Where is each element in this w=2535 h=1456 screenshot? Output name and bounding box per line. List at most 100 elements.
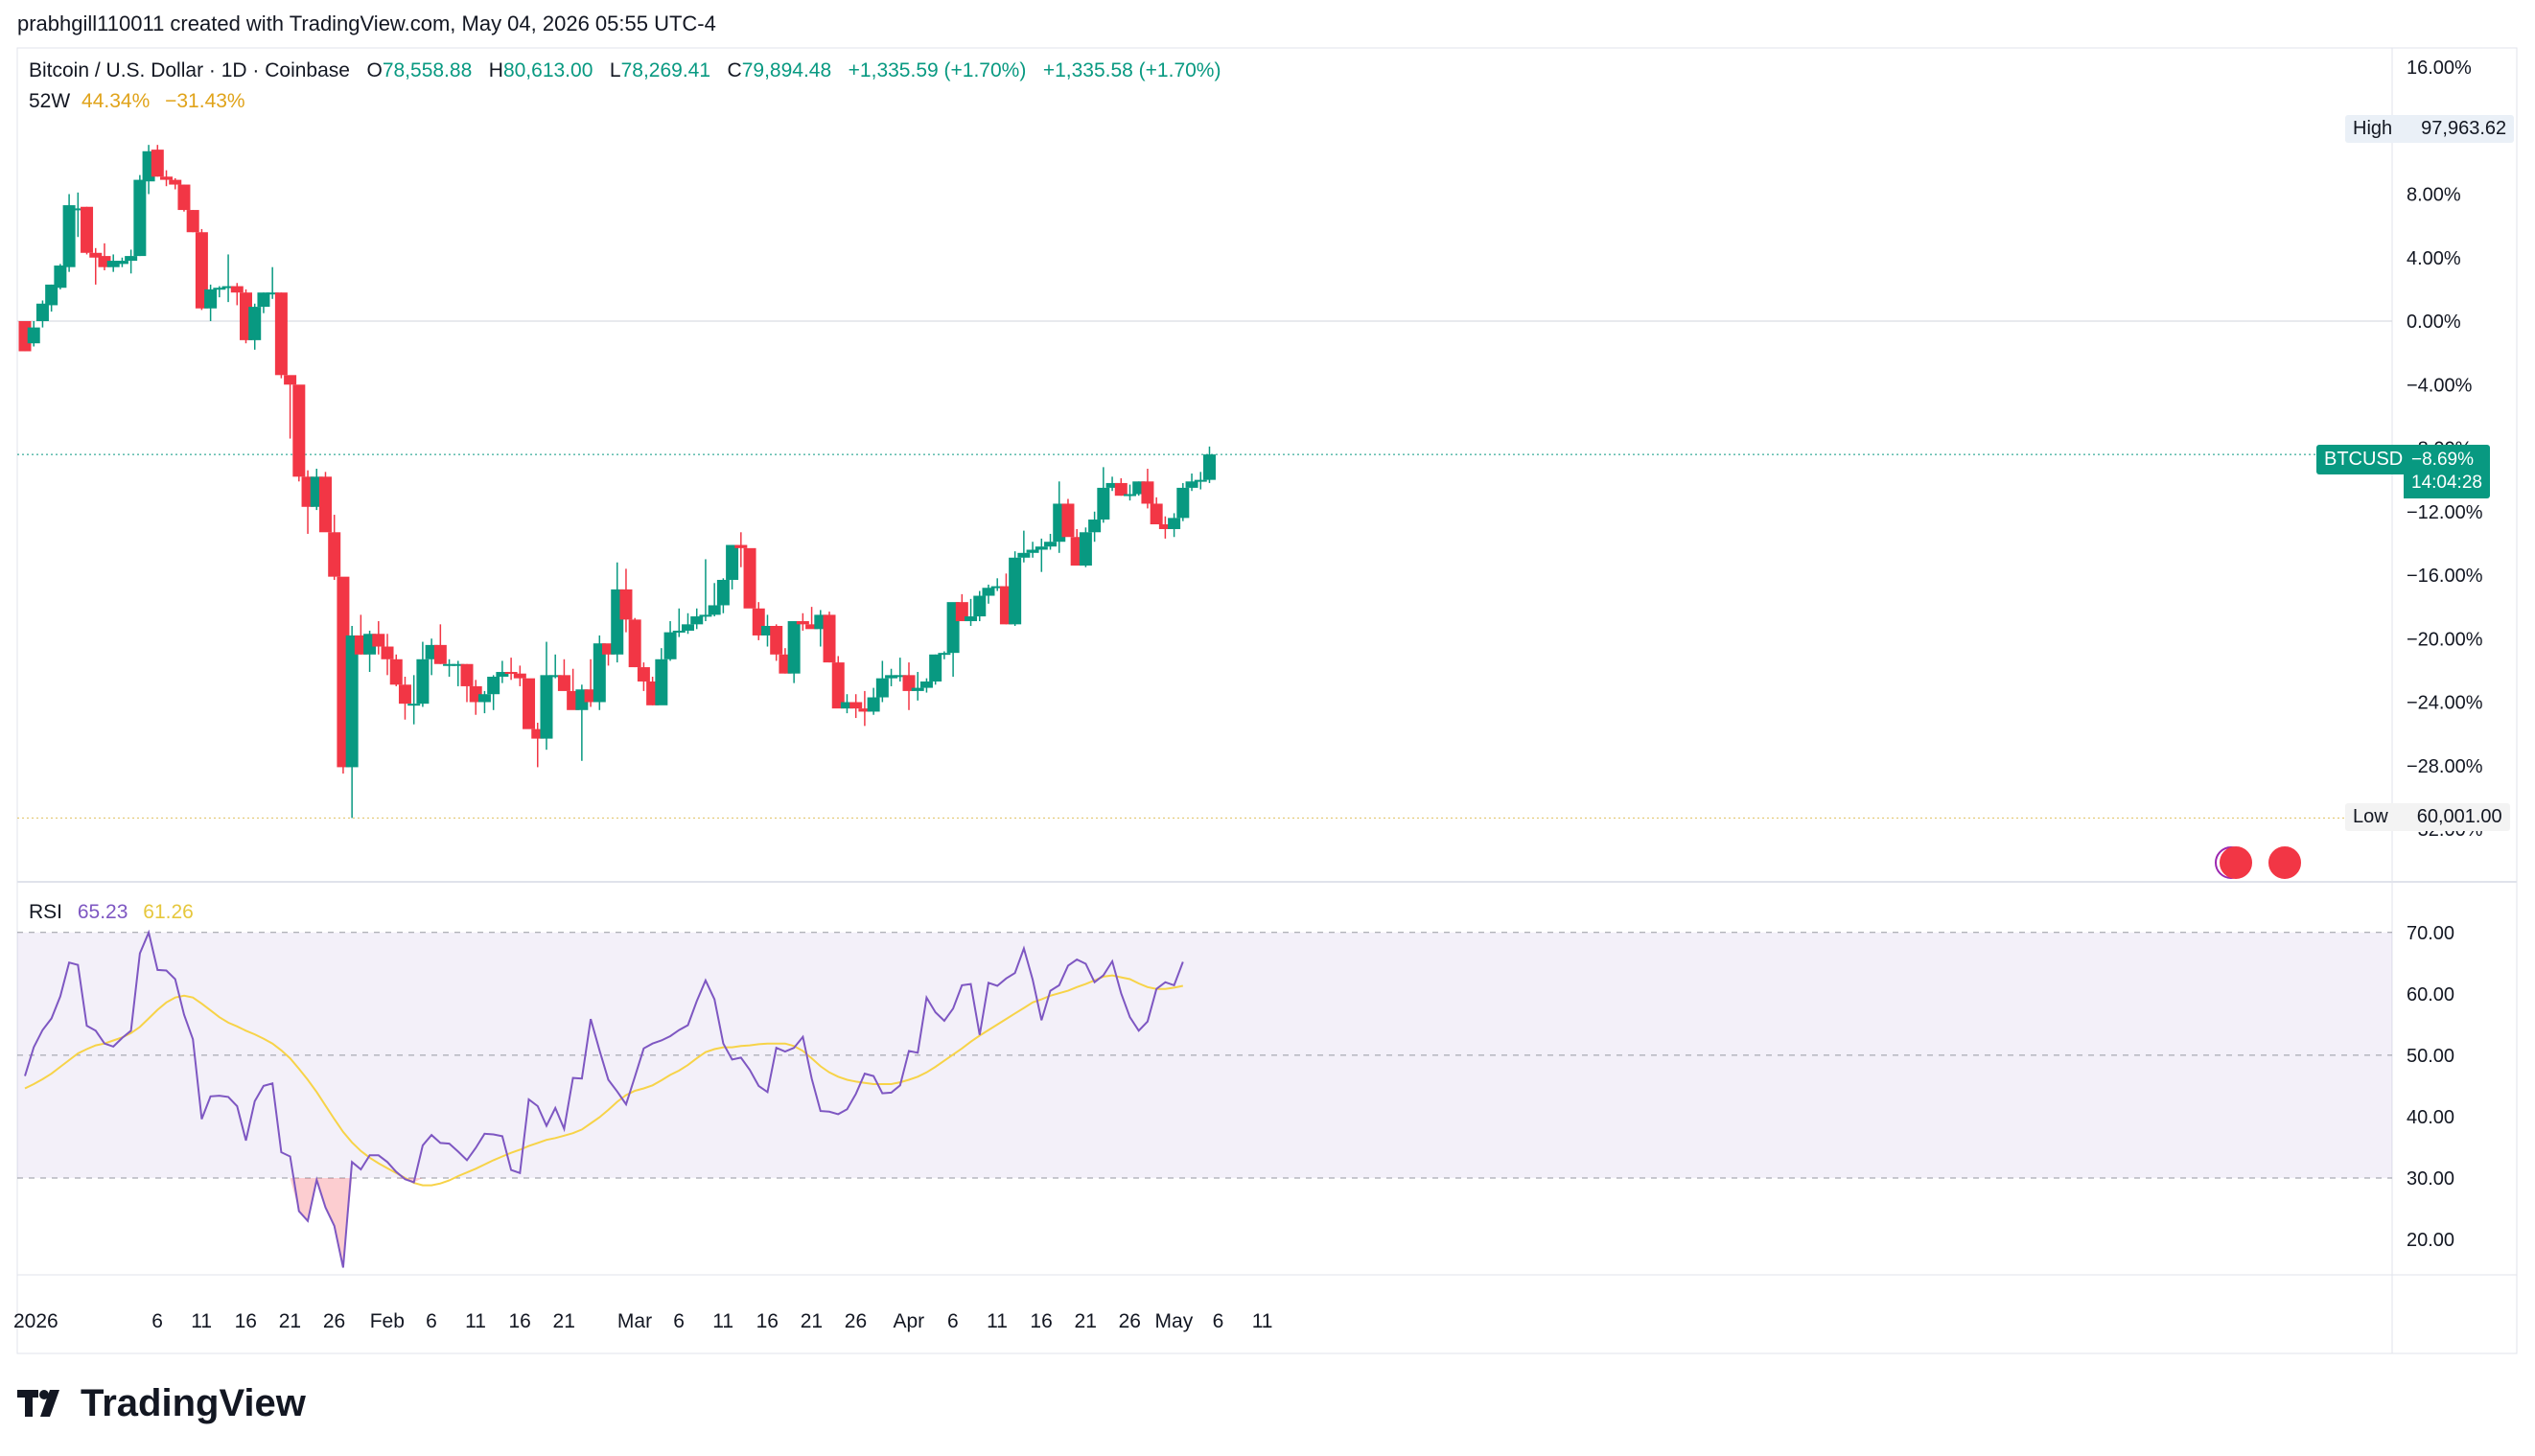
week52-low: −31.43%: [165, 90, 245, 112]
candle-body: [787, 621, 801, 674]
candle-body: [169, 179, 182, 185]
time-axis-tick: 6: [947, 1310, 959, 1332]
candle-body: [89, 252, 103, 258]
brand-name: TradingView: [81, 1382, 306, 1424]
time-axis-tick: 16: [756, 1310, 779, 1332]
time-axis-tick: 6: [426, 1310, 437, 1332]
candle-body: [186, 210, 199, 233]
candle-body: [81, 206, 94, 253]
low-tag-value: 60,001.00: [2416, 806, 2502, 827]
candle-body: [106, 261, 120, 267]
candle-body: [381, 646, 394, 659]
candle-body: [407, 704, 421, 706]
candle-body: [62, 205, 76, 267]
author-line: prabhgill110011 created with TradingView…: [17, 12, 716, 35]
candle-body: [1194, 479, 1207, 482]
high-label: H: [488, 59, 503, 81]
candle-body: [894, 675, 907, 678]
candle-body: [1150, 503, 1163, 524]
rsi-axis-tick: 30.00: [2407, 1168, 2454, 1190]
candle-body: [982, 588, 995, 596]
candle-body: [637, 667, 650, 682]
price-axis-tick: −12.00%: [2407, 502, 2483, 523]
time-axis-tick: 16: [1030, 1310, 1052, 1332]
candle-body: [1009, 557, 1022, 625]
low-label: L: [609, 59, 621, 81]
week52-legend: 52W 44.34% −31.43%: [29, 90, 245, 113]
symbol-price-tag: BTCUSD: [2316, 445, 2411, 474]
candle-body: [849, 702, 863, 709]
candle-body: [54, 266, 67, 289]
candle-body: [726, 544, 739, 580]
candle-body: [460, 663, 474, 686]
time-axis-tick: 16: [235, 1310, 257, 1332]
high-tag-label: High: [2353, 118, 2393, 139]
candle-body: [858, 708, 872, 712]
candle-body: [1026, 549, 1039, 553]
price-axis-tick: −28.00%: [2407, 756, 2483, 777]
time-axis-tick: 11: [712, 1310, 733, 1332]
candle-body: [345, 635, 359, 768]
candle-body: [257, 292, 270, 308]
time-axis-tick: 6: [1213, 1310, 1224, 1332]
candle-body: [213, 288, 226, 290]
candle-body: [398, 684, 411, 705]
time-axis-tick: 11: [987, 1310, 1008, 1332]
time-axis-tick: 26: [845, 1310, 867, 1332]
candle-body: [177, 184, 191, 211]
candle-body: [716, 579, 730, 606]
candle-body: [885, 675, 898, 679]
rsi-axis-tick: 40.00: [2407, 1107, 2454, 1128]
time-axis-tick: 11: [465, 1310, 486, 1332]
time-axis-tick: 21: [801, 1310, 823, 1332]
candle-body: [831, 662, 845, 709]
candle-body: [523, 678, 536, 729]
candle-body: [328, 532, 341, 577]
candle-body: [1044, 542, 1058, 547]
time-axis-tick: 16: [508, 1310, 530, 1332]
time-axis-tick: 11: [191, 1310, 212, 1332]
time-axis-tick: 21: [279, 1310, 301, 1332]
week52-high: 44.34%: [81, 90, 151, 112]
candle-body: [133, 179, 147, 257]
low-tag-label: Low: [2353, 806, 2388, 827]
price-axis-tick: 8.00%: [2407, 185, 2461, 206]
time-axis-tick: Feb: [370, 1310, 405, 1332]
rsi-ma-value: 61.26: [143, 901, 194, 923]
time-axis-tick: 21: [553, 1310, 575, 1332]
candle-body: [602, 643, 616, 655]
candle-body: [938, 653, 951, 656]
candle-body: [266, 292, 279, 295]
candle-body: [682, 624, 694, 631]
rsi-oversold-fill: [290, 1177, 423, 1268]
candle-body: [1088, 520, 1102, 533]
candle-body: [867, 697, 880, 712]
candle-body: [875, 678, 889, 698]
tradingview-logo[interactable]: TradingView: [17, 1382, 306, 1425]
candle-body: [1158, 524, 1172, 529]
chart-frame: [16, 47, 2518, 1354]
open-label: O: [366, 59, 383, 81]
candle-body: [902, 675, 916, 691]
rsi-label: RSI: [29, 901, 63, 923]
candle-body: [734, 544, 748, 548]
high-value: 80,613.00: [502, 59, 593, 81]
candle-body: [796, 621, 809, 625]
rsi-ma-line: [24, 974, 1184, 1187]
time-axis-tick: 11: [1252, 1310, 1273, 1332]
candle-body: [531, 728, 545, 739]
candle-body: [929, 654, 942, 682]
tradingview-logo-icon: [17, 1389, 59, 1417]
candle-body: [1017, 552, 1031, 558]
candle-body: [487, 677, 500, 695]
candle-body: [151, 150, 164, 177]
time-axis-tick: Apr: [893, 1310, 924, 1332]
candle-body: [452, 663, 465, 666]
percent-price-tag: −8.69% 14:04:28: [2404, 445, 2490, 498]
candle-body: [318, 476, 332, 533]
high-tag-value: 97,963.62: [2421, 118, 2507, 139]
time-axis-tick: 6: [673, 1310, 685, 1332]
candle-body: [672, 630, 686, 633]
